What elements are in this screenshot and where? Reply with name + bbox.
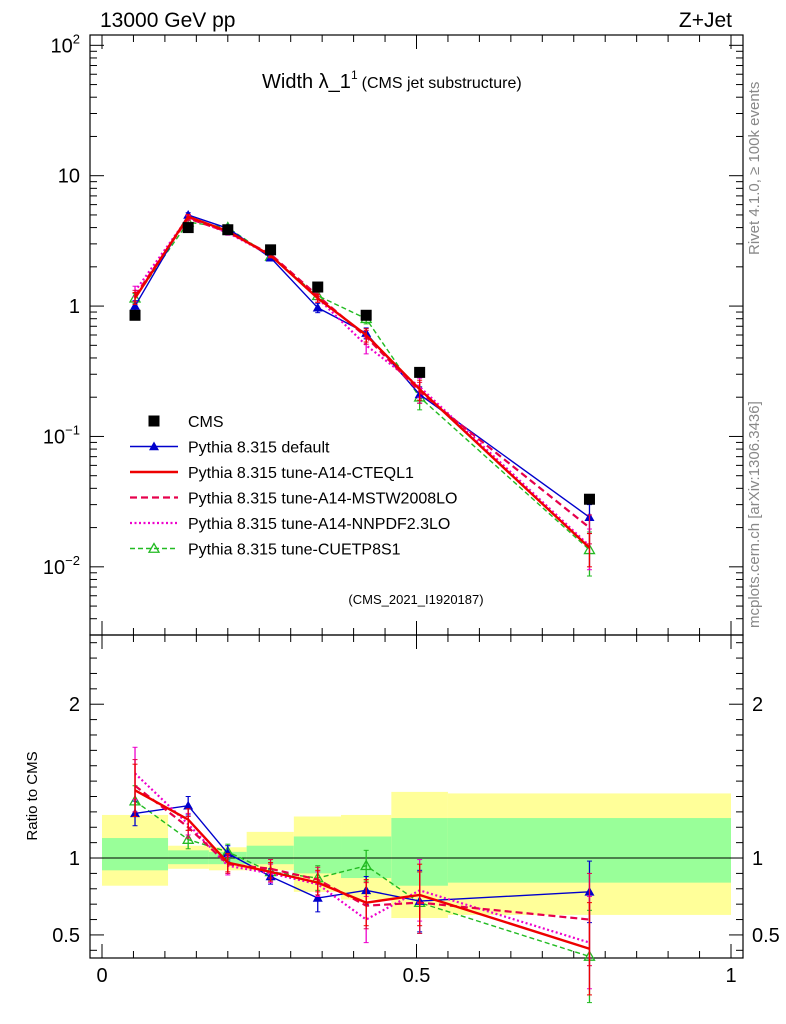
legend-entry-cuetp8s1: Pythia 8.315 tune-CUETP8S1 bbox=[130, 542, 401, 559]
main-series-default bbox=[130, 209, 595, 535]
legend-marker-cuetp8s1 bbox=[147, 542, 161, 553]
legend-label-cuetp8s1: Pythia 8.315 tune-CUETP8S1 bbox=[188, 542, 401, 559]
ratio-y-tick-label-left: 2 bbox=[69, 694, 80, 716]
main-point-default bbox=[312, 302, 323, 312]
x-tick-label: 0 bbox=[96, 965, 107, 987]
y-tick-exponent: 2 bbox=[73, 31, 80, 46]
plot-title: Width λ_11 (CMS jet substructure) bbox=[262, 68, 522, 93]
ratio-y-axis-label: Ratio to CMS bbox=[24, 751, 41, 840]
y-tick-label: 102 bbox=[51, 31, 80, 57]
legend-marker-default bbox=[149, 441, 159, 451]
plot-title-main: Width λ_1 bbox=[262, 71, 351, 93]
process-label: Z+Jet bbox=[679, 9, 732, 32]
y-tick-label: 1 bbox=[69, 296, 80, 318]
x-tick-label: 1 bbox=[725, 965, 736, 987]
y-tick-label: 10−1 bbox=[43, 422, 80, 448]
legend-label-cteql1: Pythia 8.315 tune-A14-CTEQL1 bbox=[188, 465, 414, 482]
legend-marker-cms bbox=[148, 415, 160, 427]
ratio-point-cuetp8s1 bbox=[360, 859, 373, 871]
band-inner-1 bbox=[168, 850, 209, 865]
y-tick-base: 10 bbox=[58, 166, 80, 188]
ratio-line-default bbox=[134, 804, 590, 902]
band-inner-3 bbox=[246, 845, 294, 865]
legend-label-data: CMS bbox=[188, 414, 224, 431]
plot-subtitle: (CMS jet substructure) bbox=[362, 75, 522, 92]
ratio-series-cteql1 bbox=[132, 763, 592, 996]
data-point-cms bbox=[414, 366, 426, 378]
ratio-y-tick-label-right: 0.5 bbox=[752, 925, 780, 947]
ratio-y-tick-label-left: 1 bbox=[69, 848, 80, 870]
y-tick-base: 10 bbox=[51, 35, 73, 57]
band-inner-0 bbox=[102, 838, 169, 871]
legend-label-nnpdf: Pythia 8.315 tune-A14-NNPDF2.3LO bbox=[188, 516, 450, 533]
data-point-cms bbox=[583, 493, 595, 505]
ratio-line-mstw bbox=[134, 784, 590, 921]
y-tick-exponent: −2 bbox=[65, 553, 80, 568]
data-point-cms bbox=[129, 309, 141, 321]
main-line-mstw bbox=[134, 217, 591, 529]
y-tick-exponent: −1 bbox=[65, 422, 80, 437]
ratio-point-default bbox=[312, 893, 323, 902]
main-point-default bbox=[130, 301, 141, 310]
analysis-label: (CMS_2021_I1920187) bbox=[348, 592, 483, 607]
energy-label: 13000 GeV pp bbox=[100, 9, 235, 32]
ratio-line-cteql1 bbox=[134, 789, 590, 950]
data-point-cms bbox=[222, 224, 234, 236]
mcplots-label: mcplots.cern.ch [arXiv:1306.3436] bbox=[746, 401, 763, 628]
legend-entry-mstw: Pythia 8.315 tune-A14-MSTW2008LO bbox=[130, 491, 457, 508]
data-point-cms bbox=[265, 244, 277, 256]
legend-entry-cteql1: Pythia 8.315 tune-A14-CTEQL1 bbox=[130, 465, 414, 482]
data-point-cms bbox=[312, 281, 324, 293]
legend-entry-nnpdf: Pythia 8.315 tune-A14-NNPDF2.3LO bbox=[130, 516, 450, 533]
y-tick-base: 1 bbox=[69, 296, 80, 318]
legend-entry-default: Pythia 8.315 default bbox=[130, 440, 330, 457]
ratio-y-tick-label-right: 2 bbox=[752, 694, 763, 716]
ratio-panel: 0 0.5 1 0.5 0.5 1 1 2 2 Ratio to CMS bbox=[24, 634, 780, 1004]
data-point-cms bbox=[182, 222, 194, 234]
y-tick-label: 10 bbox=[58, 166, 80, 188]
y-tick-label: 10−2 bbox=[43, 553, 80, 579]
data-point-cms bbox=[360, 309, 372, 321]
legend-entry-data: CMS bbox=[148, 414, 224, 431]
ratio-point-cuetp8s1 bbox=[182, 833, 195, 844]
ratio-point-default bbox=[183, 800, 194, 810]
ratio-y-tick-label-left: 0.5 bbox=[52, 925, 80, 947]
y-tick-base: 10 bbox=[43, 557, 65, 579]
ratio-y-tick-label-right: 1 bbox=[752, 848, 763, 870]
main-series-cteql1 bbox=[132, 213, 592, 568]
legend-label-mstw: Pythia 8.315 tune-A14-MSTW2008LO bbox=[188, 491, 457, 508]
plot-title-superscript: 1 bbox=[351, 68, 358, 82]
x-tick-label: 0.5 bbox=[403, 965, 431, 987]
y-tick-base: 10 bbox=[43, 426, 65, 448]
legend-label-default: Pythia 8.315 default bbox=[188, 440, 330, 457]
legend: CMS Pythia 8.315 default Pythia 8.315 tune… bbox=[130, 414, 457, 559]
rivet-version-label: Rivet 4.1.0, ≥ 100k events bbox=[746, 82, 763, 255]
main-line-cteql1 bbox=[134, 215, 591, 549]
